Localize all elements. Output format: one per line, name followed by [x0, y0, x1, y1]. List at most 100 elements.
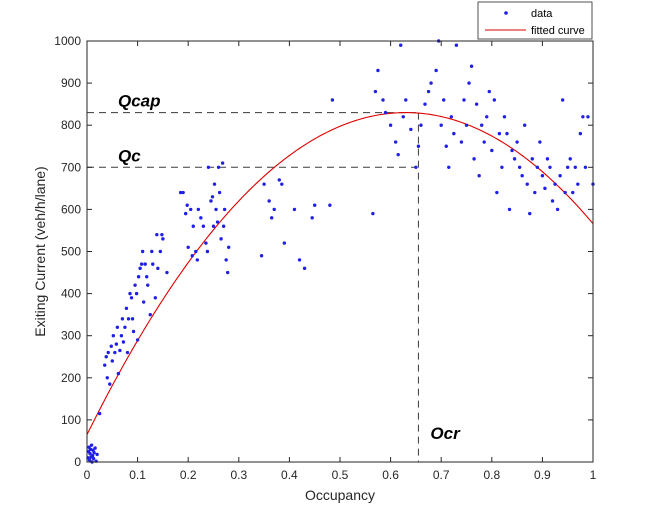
data-point	[490, 148, 494, 153]
data-point	[135, 338, 140, 342]
data-point	[210, 195, 215, 199]
data-point	[510, 148, 514, 153]
data-point	[267, 199, 271, 203]
data-point	[560, 98, 565, 102]
data-point	[495, 190, 499, 195]
plot-frame	[87, 41, 593, 462]
data-point	[452, 131, 456, 136]
data-point	[399, 43, 403, 47]
data-point	[114, 342, 119, 346]
data-point	[226, 245, 231, 249]
data-point	[125, 350, 130, 355]
data-point	[409, 127, 413, 132]
data-point	[467, 81, 471, 85]
data-point	[111, 334, 116, 338]
data-point	[214, 207, 218, 212]
x-tick-label: 0.8	[483, 468, 500, 482]
data-point	[141, 300, 146, 304]
data-point	[138, 266, 142, 271]
data-point	[181, 190, 185, 195]
data-point	[185, 203, 189, 207]
data-point	[426, 89, 431, 94]
data-point	[525, 182, 529, 186]
legend: data fitted curve	[477, 1, 593, 40]
y-axis: 0 100 200 300 400 500 600 700 800 900 1000	[54, 34, 593, 469]
data-point	[124, 306, 129, 311]
data-point	[156, 266, 160, 271]
data-point	[123, 325, 127, 329]
data-point	[272, 207, 276, 212]
data-point	[206, 165, 211, 169]
data-point	[576, 182, 580, 186]
data-point	[139, 262, 144, 266]
data-point	[133, 283, 137, 287]
data-point	[330, 98, 335, 102]
data-point	[178, 190, 183, 195]
y-tick-label: 0	[74, 455, 81, 469]
data-point	[105, 376, 109, 380]
data-point	[449, 115, 454, 119]
annotation-qc: Qc	[118, 146, 141, 165]
data-point	[129, 296, 134, 300]
data-point	[563, 190, 567, 195]
x-tick-label: 0	[84, 468, 91, 482]
data-point	[581, 115, 585, 119]
data-point	[212, 182, 217, 186]
data-point	[277, 178, 281, 182]
x-tick-label: 0.1	[129, 468, 146, 482]
y-tick-label: 600	[61, 202, 81, 216]
data-point	[507, 207, 512, 212]
data-point	[535, 165, 540, 169]
x-tick-label: 0.2	[180, 468, 197, 482]
data-point	[302, 266, 307, 271]
y-tick-label: 500	[61, 245, 81, 259]
data-point	[103, 363, 107, 367]
x-tick-label: 0.9	[534, 468, 551, 482]
data-point	[282, 241, 287, 245]
data-point	[126, 317, 131, 321]
data-point	[404, 98, 408, 102]
data-point	[106, 350, 110, 355]
data-point	[500, 165, 504, 169]
data-point	[429, 81, 433, 85]
data-point	[195, 258, 200, 262]
data-point	[568, 157, 572, 161]
data-point	[211, 224, 216, 228]
data-point	[447, 165, 451, 169]
data-point	[92, 451, 96, 455]
data-point	[376, 68, 380, 73]
legend-marker-data	[504, 11, 508, 15]
annotation-qcap: Qcap	[118, 92, 161, 111]
y-tick-label: 200	[61, 371, 81, 385]
data-point	[583, 165, 588, 169]
data-point	[158, 249, 163, 254]
data-point	[578, 131, 583, 136]
data-point	[165, 270, 169, 275]
data-point	[442, 98, 446, 102]
data-point	[222, 207, 227, 212]
y-tick-label: 400	[61, 287, 81, 301]
data-point	[97, 411, 102, 416]
data-point	[269, 216, 274, 220]
data-point	[553, 182, 557, 186]
data-point	[548, 165, 552, 169]
data-point	[474, 102, 479, 106]
data-point	[444, 144, 448, 148]
data-point	[543, 186, 547, 191]
data-point	[520, 174, 524, 178]
data-point	[183, 211, 188, 216]
data-point	[472, 157, 476, 161]
data-point	[145, 275, 149, 279]
data-point	[225, 270, 230, 275]
data-point	[216, 165, 221, 169]
y-tick-label: 300	[61, 329, 81, 343]
plot-area: 0 0.1 0.2 0.3 0.4 0.5 0.6 0.7 0.8 0.9 1 0 100 200 300…	[54, 34, 596, 482]
data-point	[224, 258, 228, 262]
data-point	[259, 254, 264, 258]
data-point	[571, 190, 575, 195]
data-point	[215, 220, 220, 224]
data-point	[482, 140, 486, 144]
data-point	[262, 182, 266, 186]
data-point	[310, 216, 314, 220]
